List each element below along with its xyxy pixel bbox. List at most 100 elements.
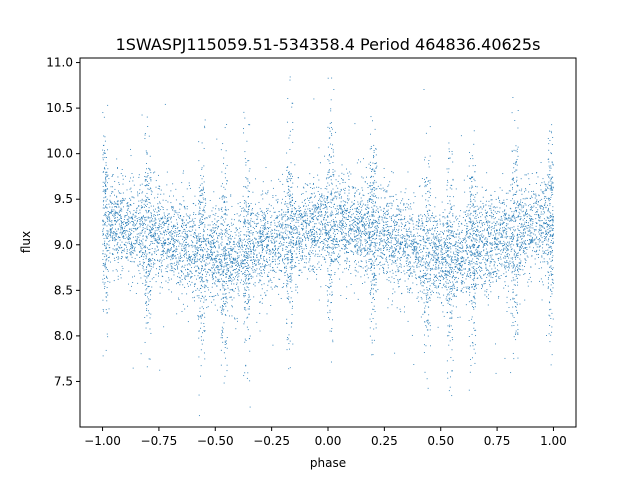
data-point [277, 286, 278, 288]
data-point [130, 244, 132, 246]
data-point [331, 293, 333, 295]
data-point [526, 213, 528, 215]
data-point [396, 259, 398, 261]
data-point [390, 242, 392, 244]
data-point [274, 260, 276, 262]
data-point [362, 203, 364, 205]
data-point [486, 228, 488, 230]
data-point [287, 257, 289, 259]
data-point [162, 216, 164, 218]
data-point [182, 219, 184, 221]
data-point [202, 194, 204, 196]
data-point [518, 216, 520, 217]
data-point [525, 189, 527, 191]
data-point [286, 253, 288, 255]
data-point [247, 196, 249, 198]
data-point [515, 169, 517, 171]
data-point [239, 202, 241, 203]
data-point [104, 191, 106, 193]
data-point [529, 230, 531, 232]
data-point [166, 255, 168, 257]
data-point [363, 256, 365, 257]
data-point [383, 249, 384, 251]
data-point [426, 247, 428, 249]
data-point [117, 190, 119, 192]
data-point [177, 234, 179, 236]
data-point [468, 276, 470, 277]
data-point [350, 233, 352, 235]
data-point [106, 333, 108, 335]
data-point [359, 246, 361, 248]
data-point [391, 205, 393, 207]
data-point [344, 252, 346, 254]
data-point [438, 285, 440, 287]
data-point [339, 241, 341, 242]
data-point [111, 206, 113, 208]
data-point [530, 281, 532, 283]
data-point [279, 214, 281, 216]
data-point [196, 238, 198, 240]
data-point [328, 237, 330, 239]
data-point [430, 253, 432, 255]
data-point [281, 226, 283, 228]
data-point [211, 210, 213, 212]
data-point [301, 248, 303, 250]
data-point [511, 240, 513, 242]
data-point [320, 210, 322, 212]
data-point [373, 219, 374, 221]
data-point [356, 252, 358, 254]
data-point [121, 226, 123, 228]
data-point [331, 183, 333, 185]
data-point [300, 269, 302, 271]
data-point [515, 333, 516, 335]
data-point [319, 250, 320, 252]
data-point [127, 237, 129, 239]
data-point [406, 243, 408, 245]
data-point [244, 259, 246, 261]
data-point [245, 274, 247, 276]
data-point [492, 259, 494, 260]
data-point [503, 226, 505, 228]
data-point [134, 275, 135, 277]
data-point [553, 282, 554, 284]
data-point [514, 218, 516, 220]
data-point [366, 249, 368, 251]
data-point [239, 227, 241, 229]
data-point [477, 258, 479, 260]
data-point [551, 312, 553, 314]
data-point [154, 197, 156, 199]
data-point [364, 204, 366, 206]
data-point [307, 204, 309, 206]
data-point [206, 281, 208, 283]
data-point [203, 221, 205, 223]
data-point [414, 256, 416, 258]
data-point [345, 217, 347, 218]
data-point [258, 252, 260, 254]
data-point [333, 221, 335, 223]
data-point [546, 243, 548, 245]
data-point [447, 372, 448, 374]
data-point [475, 270, 477, 272]
data-point [137, 191, 138, 193]
data-point [368, 237, 370, 239]
data-point [201, 277, 203, 279]
data-point [243, 186, 245, 188]
data-point [438, 257, 440, 259]
data-point [254, 264, 256, 266]
data-point [199, 281, 201, 283]
data-point [435, 236, 437, 238]
data-point [145, 292, 147, 294]
data-point [311, 218, 313, 220]
data-point [221, 329, 223, 331]
data-point [515, 266, 517, 268]
data-point [235, 269, 237, 271]
data-point [171, 207, 173, 209]
data-point [513, 220, 515, 222]
data-point [468, 237, 470, 239]
data-point [386, 270, 388, 272]
data-point [469, 177, 470, 179]
data-point [229, 242, 231, 243]
data-point [509, 254, 510, 256]
data-point [149, 155, 151, 157]
data-point [370, 243, 372, 245]
